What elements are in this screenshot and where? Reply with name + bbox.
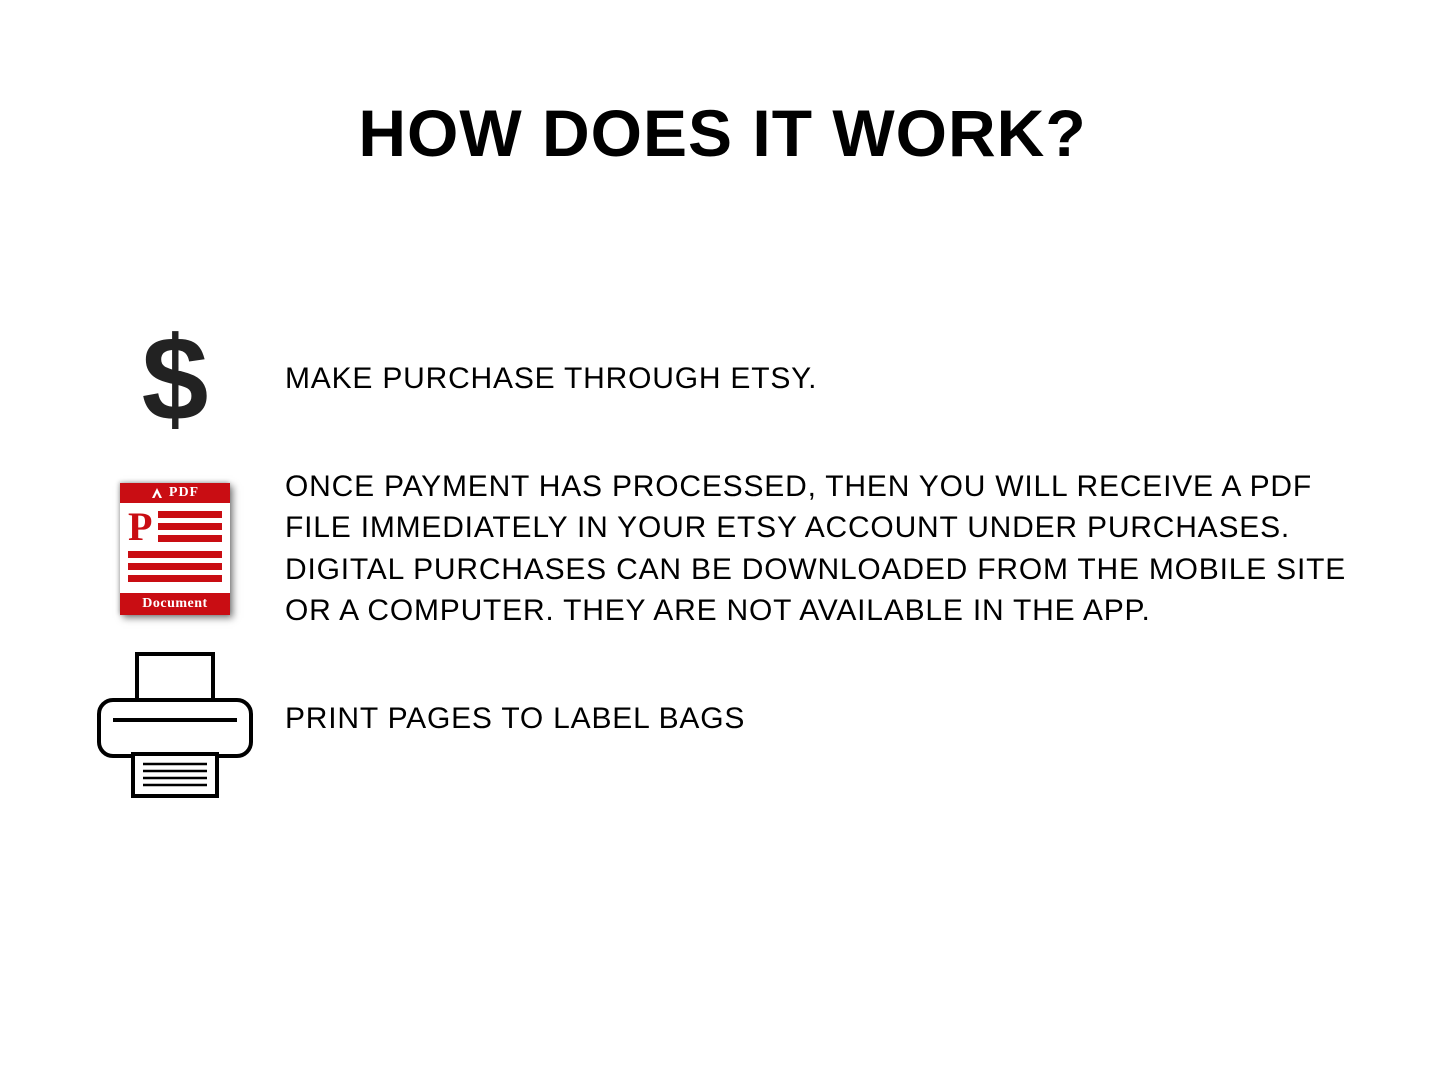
step-purchase: $ MAKE PURCHASE THROUGH ETSY. — [90, 310, 1350, 448]
step-print: PRINT PAGES TO LABEL BAGS — [90, 650, 1350, 800]
step-purchase-text: MAKE PURCHASE THROUGH ETSY. — [260, 358, 1350, 399]
step-download: PDF P Document — [90, 466, 1350, 632]
dollar-icon-cell: $ — [90, 310, 260, 448]
step-download-text: ONCE PAYMENT HAS PROCESSED, THEN YOU WIL… — [260, 466, 1350, 632]
pdf-icon-cell: PDF P Document — [90, 483, 260, 615]
dollar-icon: $ — [142, 310, 209, 448]
steps-container: $ MAKE PURCHASE THROUGH ETSY. PDF P — [90, 310, 1350, 818]
pdf-letter: P — [128, 507, 152, 547]
pdf-bottom-label: Document — [120, 593, 230, 615]
pdf-icon-body: P — [120, 503, 230, 593]
pdf-document-icon: PDF P Document — [120, 483, 230, 615]
printer-icon — [95, 650, 255, 800]
page-title: HOW DOES IT WORK? — [0, 95, 1445, 171]
pdf-icon-header: PDF — [120, 483, 230, 503]
printer-icon-cell — [90, 650, 260, 800]
step-print-text: PRINT PAGES TO LABEL BAGS — [260, 650, 1350, 739]
adobe-glyph-icon — [151, 487, 163, 499]
how-it-works-page: HOW DOES IT WORK? $ MAKE PURCHASE THROUG… — [0, 0, 1445, 1084]
pdf-top-label: PDF — [169, 485, 199, 501]
